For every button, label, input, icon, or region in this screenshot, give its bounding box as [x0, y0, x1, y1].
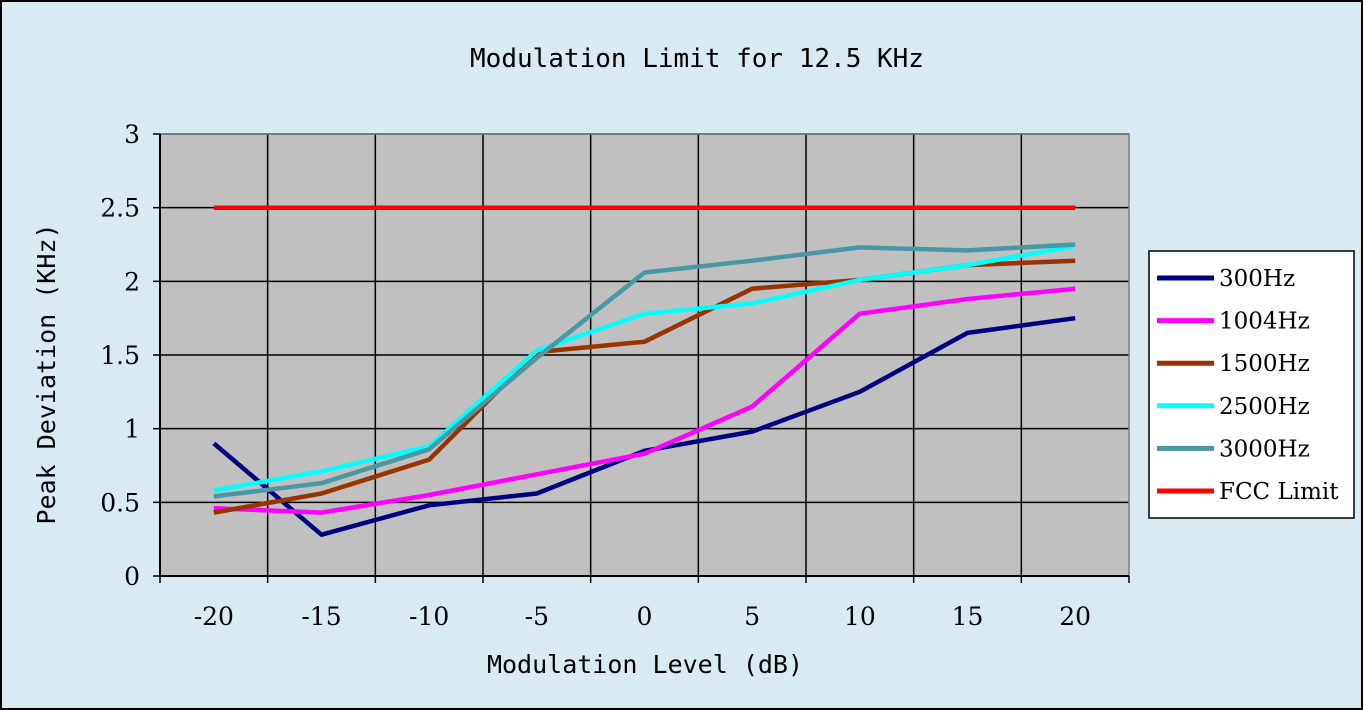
x-axis-ticks: -20 -15 -10 -5 0 5 10 15 20 — [159, 576, 1130, 631]
y-axis-title: Peak Deviation (KHz) — [32, 223, 61, 524]
y-tick-label: 3 — [124, 120, 140, 149]
legend-label: 2500Hz — [1219, 394, 1310, 420]
series-line-1004hz — [213, 286, 1076, 515]
legend-label: 300Hz — [1219, 266, 1295, 292]
chart-title: Modulation Limit for 12.5 KHz — [470, 44, 924, 74]
x-tick-label: -15 — [301, 602, 341, 631]
legend-label: 1500Hz — [1219, 351, 1310, 377]
series-lines — [212, 205, 1076, 537]
legend: 300Hz 1004Hz 1500Hz 2500Hz 3000Hz FCC Limit — [1148, 250, 1355, 519]
x-tick-label: 0 — [637, 602, 653, 631]
y-tick-label: 2 — [124, 267, 140, 296]
x-tick-label: -5 — [525, 602, 549, 631]
legend-box — [1148, 250, 1355, 519]
y-tick-label: 1.5 — [100, 341, 140, 370]
x-tick-label: 10 — [844, 602, 876, 631]
y-tick-label: 1 — [124, 415, 140, 444]
legend-label: 3000Hz — [1219, 436, 1310, 462]
legend-label: FCC Limit — [1219, 479, 1339, 505]
series-line-3000hz — [213, 242, 1076, 499]
x-tick-label: -10 — [409, 602, 449, 631]
x-tick-label: 20 — [1059, 602, 1091, 631]
x-tick-label: -20 — [194, 602, 234, 631]
series-line-300hz — [212, 315, 1076, 537]
x-axis-title: Modulation Level (dB) — [487, 650, 803, 679]
legend-items: 300Hz 1004Hz 1500Hz 2500Hz 3000Hz FCC Limit — [1157, 266, 1339, 505]
legend-label: 1004Hz — [1219, 309, 1310, 335]
x-tick-label: 15 — [952, 602, 984, 631]
y-axis-ticks: 0 0.5 1 1.5 2 2.5 3 — [100, 120, 160, 591]
x-tick-label: 5 — [744, 602, 760, 631]
y-tick-label: 2.5 — [100, 194, 140, 223]
y-tick-label: 0 — [124, 562, 140, 591]
y-tick-label: 0.5 — [100, 488, 140, 517]
series-line-2500hz — [213, 243, 1076, 493]
